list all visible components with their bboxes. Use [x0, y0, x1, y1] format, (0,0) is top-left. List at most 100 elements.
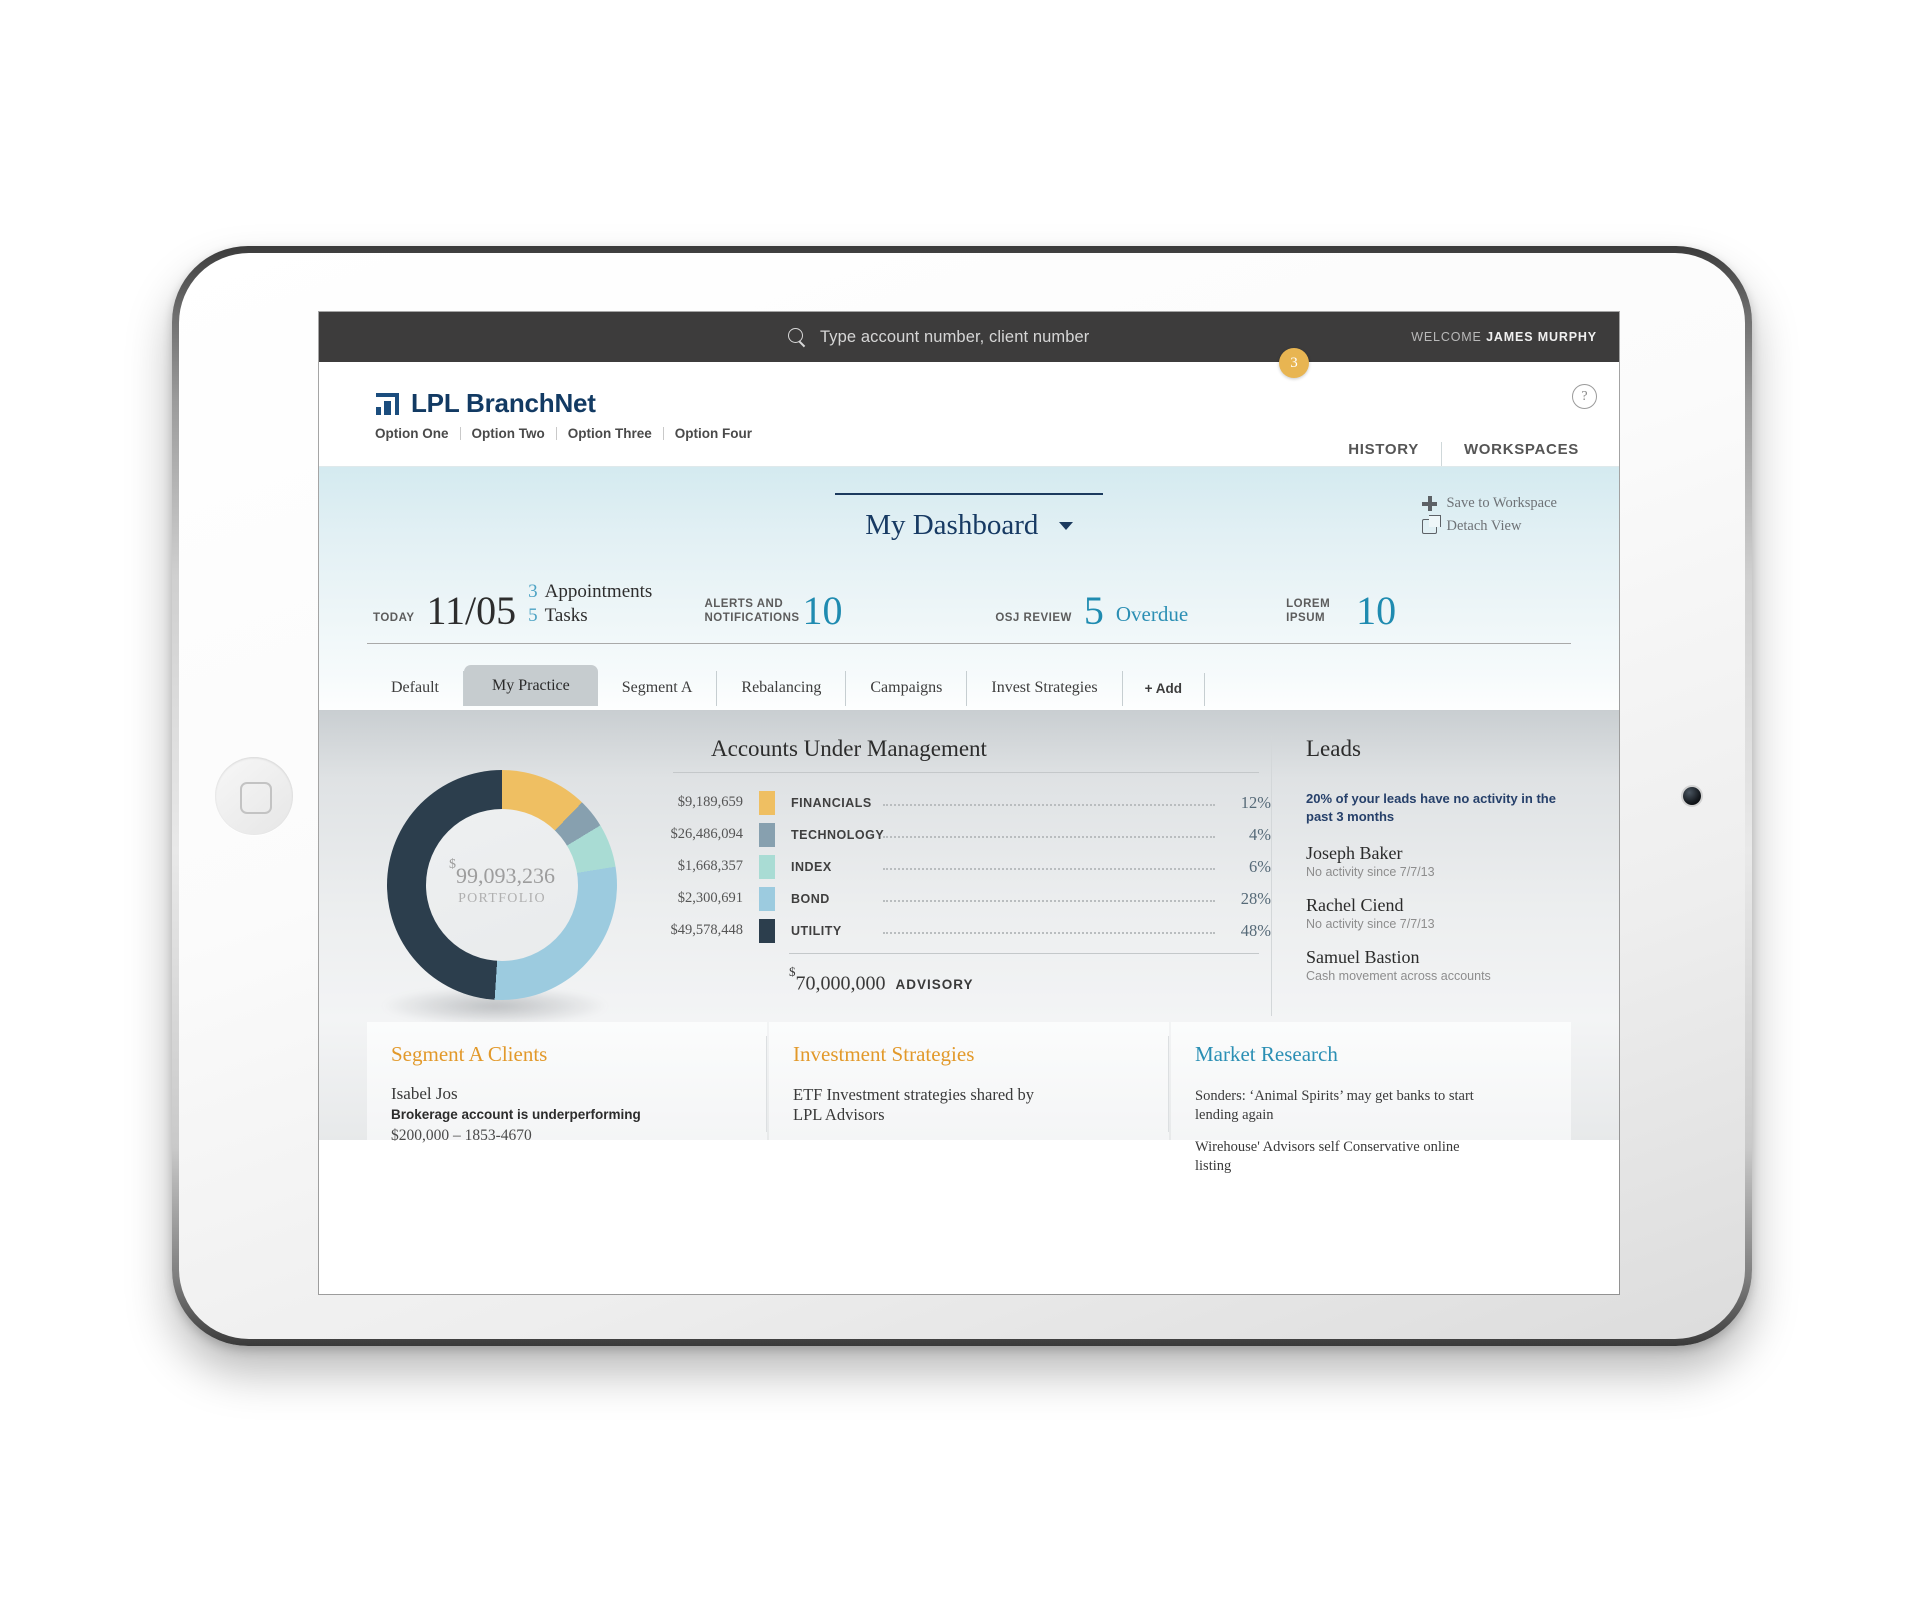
detach-view-button[interactable]: Detach View	[1422, 515, 1557, 535]
stat-today-label: TODAY	[373, 612, 415, 625]
nav-option-one[interactable]: Option One	[375, 426, 449, 441]
aum-title: Accounts Under Management	[711, 735, 987, 761]
advisory-total: $70,000,000 ADVISORY	[789, 964, 1271, 996]
tab-rebalancing[interactable]: Rebalancing	[717, 670, 847, 706]
stat-lorem-ipsum[interactable]: LOREM IPSUM 10	[1280, 580, 1571, 644]
lead-name: Rachel Ciend	[1306, 895, 1404, 916]
dashboard-hero: Save to Workspace Detach View My Dashboa…	[319, 466, 1619, 710]
nav-separator	[662, 427, 664, 440]
tab-workspaces[interactable]: WORKSPACES	[1440, 442, 1601, 466]
option-nav: Option One Option Two Option Three Optio…	[375, 426, 763, 441]
legend-amount: $2,300,691	[677, 890, 743, 907]
card-market-research[interactable]: Market Research Sonders: ‘Animal Spirits…	[1171, 1021, 1571, 1174]
stat-osj-value: 5	[1083, 587, 1104, 633]
advisory-label: ADVISORY	[895, 977, 974, 993]
card-client-name: Isabel Jos	[391, 1083, 458, 1103]
search-input[interactable]	[820, 327, 1150, 347]
bottom-cards: Segment A Clients Isabel Jos Brokerage a…	[367, 1021, 1571, 1174]
legend-item-utility[interactable]: $49,578,448 UTILITY 48%	[643, 915, 1271, 947]
donut-center-value: $99,093,236	[449, 857, 555, 889]
nav-separator	[459, 427, 461, 440]
header-tabs: HISTORY WORKSPACES	[1326, 424, 1601, 466]
legend-item-financials[interactable]: $9,189,659 FINANCIALS 12%	[643, 787, 1271, 819]
legend-label: UTILITY	[791, 923, 842, 938]
dashboard-title-wrap: My Dashboard	[319, 467, 1619, 542]
workspace-actions: Save to Workspace Detach View	[1422, 495, 1557, 541]
welcome-username: JAMES MURPHY	[1486, 330, 1597, 344]
stats-row: TODAY 11/05 3 Appointments 5 Tasks	[319, 542, 1619, 644]
legend-top-rule	[673, 771, 1259, 773]
card-client-alert: Brokerage account is underperforming	[391, 1106, 641, 1122]
tablet-screen: WELCOME JAMES MURPHY 3 ?	[319, 312, 1619, 1294]
detach-icon	[1422, 515, 1442, 534]
stat-tasks: 5 Tasks	[528, 604, 652, 628]
lead-subtext: No activity since 7/7/13	[1306, 865, 1435, 880]
legend-amount: $1,668,357	[677, 858, 743, 875]
welcome-message: WELCOME JAMES MURPHY	[1411, 330, 1597, 344]
lead-subtext: Cash movement across accounts	[1306, 969, 1491, 984]
donut-chart[interactable]: $99,093,236 PORTFOLIO	[371, 764, 631, 1026]
card-title: Investment Strategies	[793, 1041, 975, 1066]
list-item[interactable]: Rachel Ciend No activity since 7/7/13	[1306, 895, 1571, 931]
nav-option-two[interactable]: Option Two	[471, 426, 545, 441]
tab-default[interactable]: Default	[367, 670, 464, 706]
tab-add-button[interactable]: + Add	[1123, 673, 1205, 706]
brand-header: 3 ? LPL BranchNet	[319, 348, 1619, 466]
leads-title: Leads	[1306, 735, 1361, 761]
tab-segment-a[interactable]: Segment A	[598, 670, 718, 706]
legend-label: BOND	[791, 891, 830, 906]
legend-swatch-index	[759, 854, 775, 879]
legend-dot-leader	[883, 890, 1215, 902]
legend-dot-leader	[883, 826, 1215, 838]
advisory-currency-symbol: $	[789, 963, 796, 979]
global-search[interactable]	[319, 312, 1619, 362]
legend-percent: 4%	[1249, 824, 1271, 844]
legend-swatch-utility	[759, 918, 775, 943]
help-icon[interactable]: ?	[1572, 384, 1597, 409]
advisory-value: 70,000,000	[795, 972, 886, 995]
stat-tasks-label: Tasks	[544, 605, 588, 627]
tab-campaigns[interactable]: Campaigns	[846, 670, 968, 706]
legend-item-index[interactable]: $1,668,357 INDEX 6%	[643, 851, 1271, 883]
nav-option-three[interactable]: Option Three	[567, 426, 652, 441]
stat-today-date: 11/05	[426, 587, 517, 633]
legend-percent: 6%	[1249, 856, 1271, 876]
legend-label: FINANCIALS	[791, 795, 872, 810]
legend-label: INDEX	[791, 859, 832, 874]
legend-dot-leader	[883, 794, 1215, 806]
notification-badge[interactable]: 3	[1279, 348, 1309, 378]
save-to-workspace-button[interactable]: Save to Workspace	[1422, 495, 1557, 512]
brand-logo[interactable]: LPL BranchNet	[375, 388, 596, 419]
stat-alerts-value: 10	[802, 587, 843, 633]
list-item[interactable]: Samuel Bastion Cash movement across acco…	[1306, 947, 1571, 983]
legend-swatch-financials	[759, 790, 775, 815]
legend-percent: 28%	[1240, 888, 1271, 908]
dashboard-title-rule	[835, 493, 1103, 495]
stat-today[interactable]: TODAY 11/05 3 Appointments 5 Tasks	[367, 580, 699, 644]
chart-legend: $9,189,659 FINANCIALS 12% $26,486,094	[631, 764, 1271, 996]
tab-history[interactable]: HISTORY	[1348, 441, 1419, 458]
plus-icon	[1422, 496, 1438, 511]
global-topbar: WELCOME JAMES MURPHY	[319, 312, 1619, 362]
leads-panel: Leads 20% of your leads have no activity…	[1271, 735, 1571, 1016]
tab-invest-strategies[interactable]: Invest Strategies	[967, 670, 1123, 706]
card-segment-a-clients[interactable]: Segment A Clients Isabel Jos Brokerage a…	[367, 1021, 767, 1144]
chevron-down-icon[interactable]	[1058, 521, 1073, 530]
welcome-prefix: WELCOME	[1411, 330, 1482, 344]
list-item[interactable]: Joseph Baker No activity since 7/7/13	[1306, 843, 1571, 879]
legend-swatch-technology	[759, 822, 775, 847]
legend-label: TECHNOLOGY	[791, 827, 885, 842]
tab-my-practice[interactable]: My Practice	[463, 664, 598, 706]
legend-item-technology[interactable]: $26,486,094 TECHNOLOGY 4%	[643, 819, 1271, 851]
home-button[interactable]	[215, 757, 293, 835]
donut-center-caption: PORTFOLIO	[458, 890, 546, 906]
nav-option-four[interactable]: Option Four	[674, 426, 752, 441]
card-investment-strategies[interactable]: Investment Strategies ETF Investment str…	[769, 1021, 1169, 1140]
page-title[interactable]: My Dashboard	[865, 509, 1039, 541]
accounts-under-management-panel: Accounts Under Management $99,093,236	[367, 735, 1271, 1026]
stat-osj-label: OSJ REVIEW	[995, 612, 1072, 625]
legend-item-bond[interactable]: $2,300,691 BOND 28%	[643, 883, 1271, 915]
stat-osj-review[interactable]: OSJ REVIEW 5 Overdue	[989, 580, 1281, 644]
stat-alerts[interactable]: ALERTS AND NOTIFICATIONS 10	[698, 580, 990, 644]
